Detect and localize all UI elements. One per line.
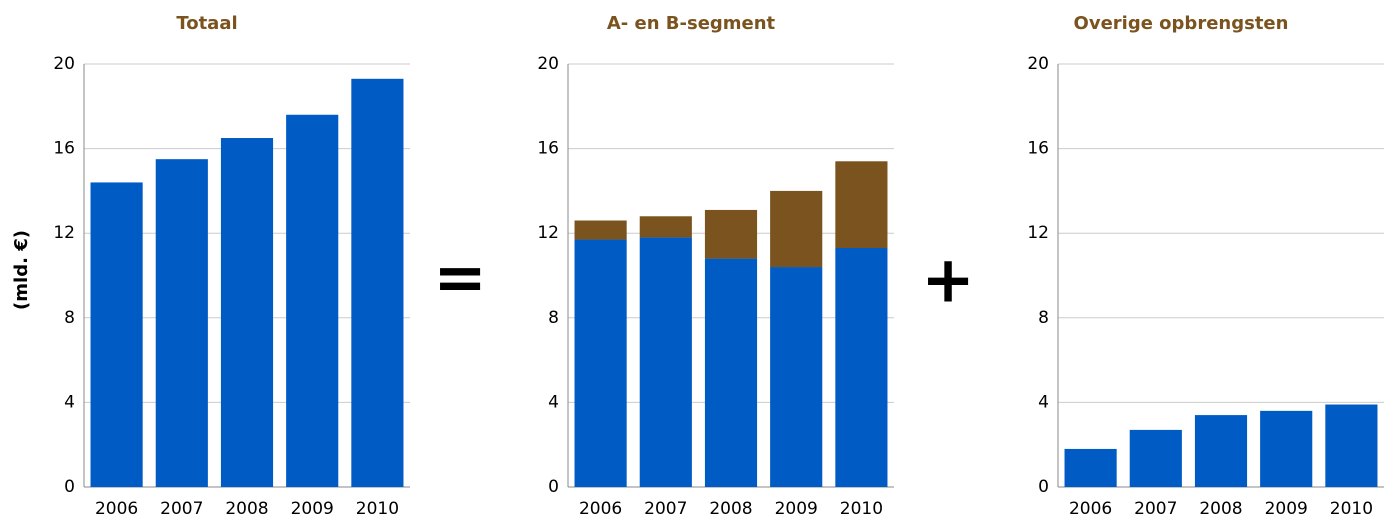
- x-tick-label: 2008: [709, 499, 752, 519]
- x-tick-label: 2006: [1069, 499, 1112, 519]
- bar: [351, 78, 404, 488]
- y-tick-label: 16: [1027, 139, 1049, 159]
- y-tick-label: 12: [53, 223, 75, 243]
- x-tick-label: 2008: [225, 499, 268, 519]
- x-tick-label: 2010: [356, 499, 399, 519]
- chart-title: A- en B-segment: [607, 13, 776, 34]
- y-tick-label: 8: [64, 308, 75, 328]
- bar-segment: [704, 258, 758, 487]
- y-tick-label: 16: [537, 139, 559, 159]
- x-tick-label: 2009: [291, 499, 334, 519]
- bar: [1325, 404, 1378, 487]
- bar-segment: [770, 267, 823, 487]
- y-tick-label: 4: [548, 392, 559, 412]
- equals-sign: =: [433, 242, 487, 316]
- y-tick-label: 12: [537, 223, 559, 243]
- x-tick-label: 2010: [1330, 499, 1373, 519]
- x-tick-label: 2007: [1134, 499, 1177, 519]
- y-tick-label: 0: [1038, 477, 1049, 497]
- bar-segment: [835, 161, 888, 249]
- bar: [155, 159, 208, 488]
- chart-title: Totaal: [176, 13, 237, 34]
- bar: [1129, 429, 1182, 487]
- x-tick-label: 2006: [579, 499, 622, 519]
- x-tick-label: 2006: [95, 499, 138, 519]
- y-tick-label: 4: [64, 392, 75, 412]
- bar-segment: [639, 237, 692, 487]
- x-tick-label: 2008: [1199, 499, 1242, 519]
- x-tick-label: 2010: [840, 499, 883, 519]
- bar: [1194, 415, 1248, 487]
- y-tick-label: 16: [53, 139, 75, 159]
- bar-segment: [574, 239, 627, 487]
- y-tick-label: 0: [64, 477, 75, 497]
- bar-segment: [770, 190, 823, 268]
- bar-segment: [835, 248, 888, 487]
- bar-segment: [704, 209, 758, 259]
- bar: [1064, 448, 1117, 487]
- x-tick-label: 2007: [644, 499, 687, 519]
- bar-segment: [639, 216, 692, 238]
- bar: [286, 114, 339, 487]
- x-tick-label: 2009: [1265, 499, 1308, 519]
- bar-segment: [574, 220, 627, 240]
- y-tick-label: 8: [1038, 308, 1049, 328]
- y-tick-label: 8: [548, 308, 559, 328]
- y-axis-label: (mld. €): [11, 230, 32, 310]
- y-tick-label: 20: [53, 54, 75, 74]
- bar: [90, 182, 143, 487]
- x-tick-label: 2009: [775, 499, 818, 519]
- bar: [1260, 410, 1313, 487]
- bar: [220, 138, 274, 487]
- plus-sign: +: [921, 244, 975, 318]
- y-tick-label: 20: [1027, 54, 1049, 74]
- chart-title: Overige opbrengsten: [1074, 13, 1289, 34]
- y-tick-label: 20: [537, 54, 559, 74]
- y-tick-label: 0: [548, 477, 559, 497]
- y-tick-label: 4: [1038, 392, 1049, 412]
- x-tick-label: 2007: [160, 499, 203, 519]
- y-tick-label: 12: [1027, 223, 1049, 243]
